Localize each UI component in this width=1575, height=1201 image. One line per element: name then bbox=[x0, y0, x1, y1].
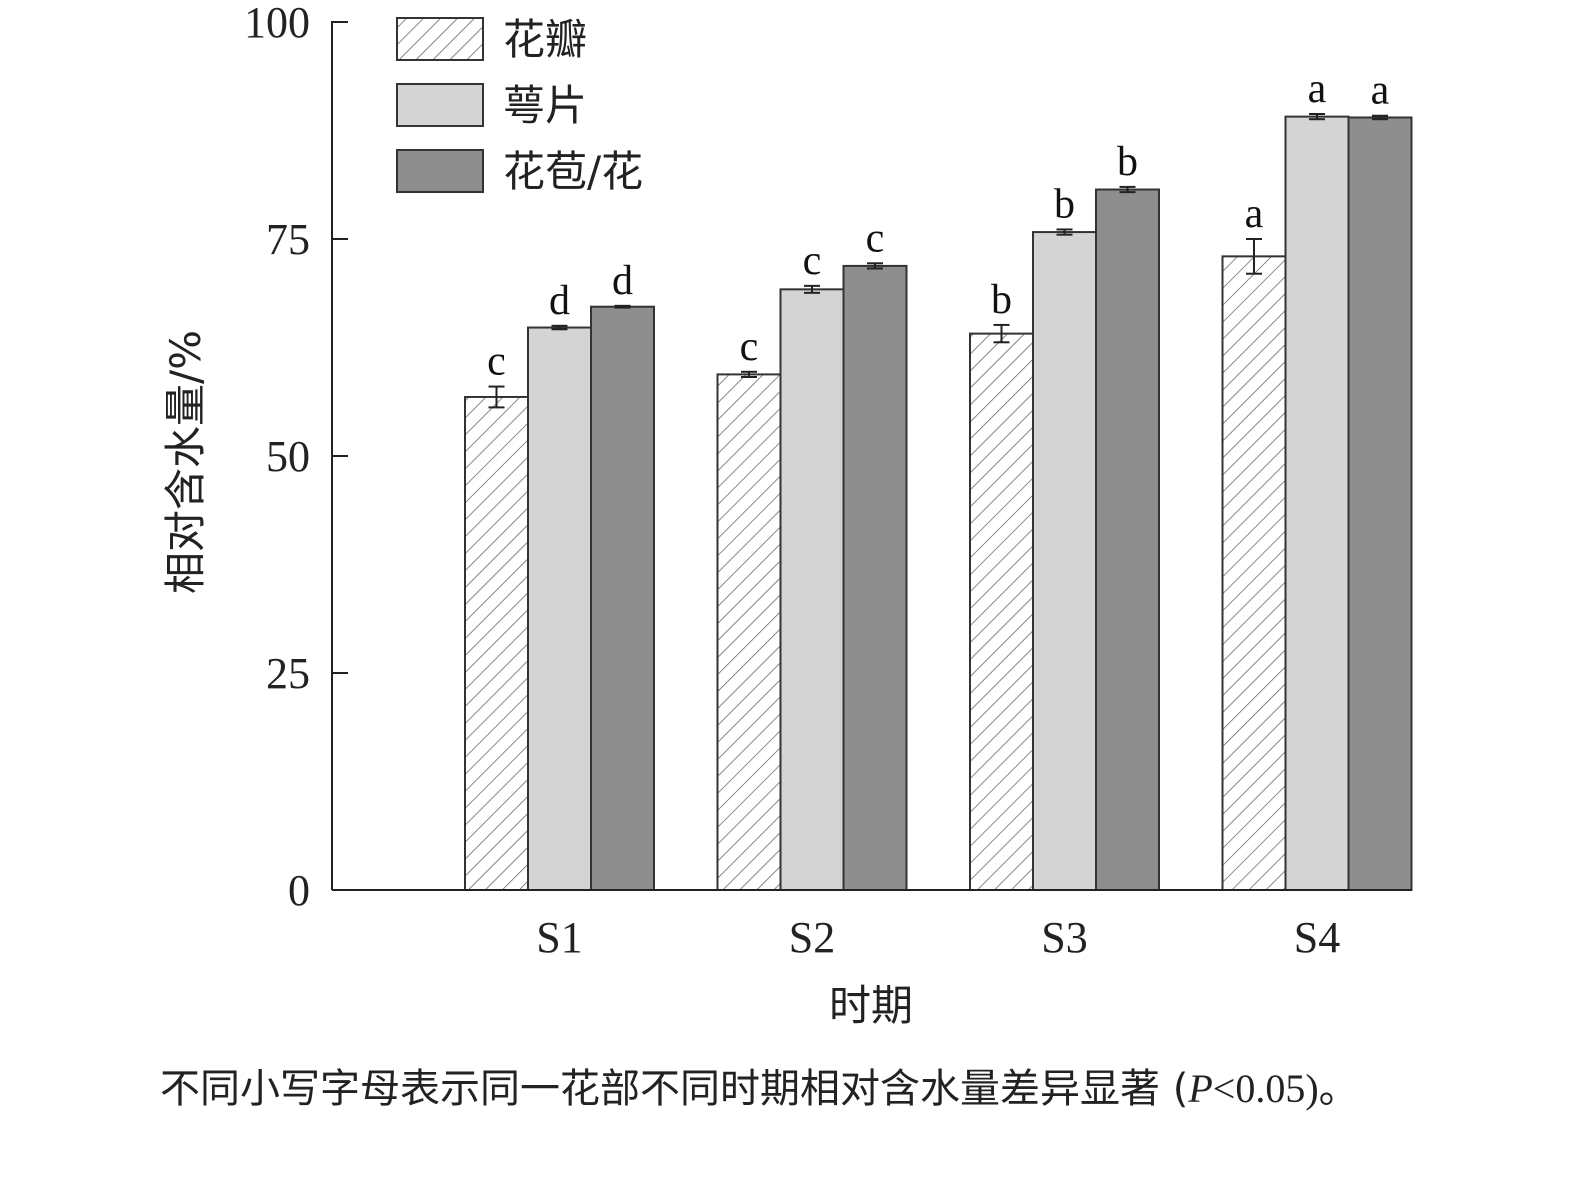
significance-letter: b bbox=[1117, 139, 1138, 185]
caption-p-variable: P bbox=[1188, 1066, 1213, 1111]
significance-letter: c bbox=[740, 324, 759, 370]
x-axis: S1 S2 S3 S4 bbox=[332, 889, 1412, 962]
legend-label: 花苞/花 bbox=[503, 147, 643, 196]
legend-swatch bbox=[396, 149, 484, 193]
bar bbox=[590, 305, 655, 892]
x-tick-label: S2 bbox=[789, 913, 835, 962]
legend-swatch bbox=[396, 83, 484, 127]
y-axis: 0 25 50 75 100 bbox=[244, 0, 348, 915]
significance-letter: c bbox=[803, 238, 822, 284]
bar bbox=[1095, 188, 1160, 892]
bar bbox=[527, 326, 592, 891]
bar bbox=[1221, 255, 1287, 891]
x-axis-title: 时期 bbox=[829, 981, 913, 1030]
significance-letter: d bbox=[549, 278, 570, 324]
figure-caption: 不同小写字母表示同一花部不同时期相对含水量差异显著 (P<0.05)。 bbox=[160, 1058, 1420, 1120]
bar bbox=[842, 264, 908, 891]
bar bbox=[1032, 231, 1097, 891]
bar bbox=[1284, 115, 1350, 891]
x-tick-label: S3 bbox=[1041, 913, 1087, 962]
bar bbox=[716, 373, 782, 891]
significance-letter: b bbox=[991, 277, 1012, 323]
significance-letter: c bbox=[866, 215, 885, 261]
y-tick-label: 100 bbox=[244, 0, 310, 47]
y-tick-label: 25 bbox=[266, 649, 310, 698]
significance-letter: c bbox=[487, 339, 506, 385]
y-tick-label: 75 bbox=[266, 215, 310, 264]
y-tick-label: 50 bbox=[266, 432, 310, 481]
bar bbox=[1347, 116, 1413, 892]
caption-p-threshold: <0.05)。 bbox=[1212, 1066, 1359, 1111]
legend-swatch bbox=[396, 17, 484, 61]
significance-letter: a bbox=[1371, 68, 1390, 114]
significance-letter: d bbox=[612, 258, 633, 304]
bar bbox=[969, 332, 1034, 891]
bar bbox=[779, 288, 845, 891]
x-tick-label: S1 bbox=[536, 913, 582, 962]
legend-label: 花瓣 bbox=[503, 15, 587, 64]
y-axis-title: 相对含水量/% bbox=[161, 330, 210, 594]
bar bbox=[464, 395, 529, 891]
x-tick-label: S4 bbox=[1294, 913, 1340, 962]
legend-label: 萼片 bbox=[503, 81, 587, 130]
significance-letter: b bbox=[1054, 181, 1075, 227]
significance-letter: a bbox=[1245, 191, 1264, 237]
significance-letter: a bbox=[1308, 66, 1327, 112]
y-tick-label: 0 bbox=[288, 866, 310, 915]
caption-text: 不同小写字母表示同一花部不同时期相对含水量差异显著 ( bbox=[160, 1066, 1189, 1112]
